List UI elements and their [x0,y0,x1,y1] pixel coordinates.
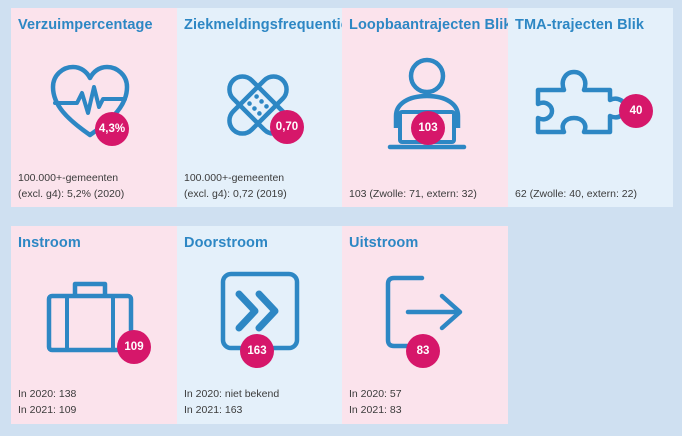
value-badge: 163 [240,334,274,368]
tile-note-line-2: (excl. g4): 5,2% (2020) [18,188,125,200]
value-badge: 83 [406,334,440,368]
tile-note-line-1: 100.000+-gemeenten [184,172,285,184]
tile-note-line-2: In 2021: 163 [184,404,243,416]
value-badge: 103 [411,111,445,145]
tile-note-line-1: 103 (Zwolle: 71, extern: 32) [349,188,477,200]
tile-title: Verzuimpercentage [18,17,153,33]
exit-arrow-icon [385,275,463,349]
briefcase-icon [46,281,134,353]
tile-note-line-1: In 2020: 57 [349,388,402,400]
tile-title: Ziekmeldingsfrequentie [184,17,349,33]
puzzle-piece-icon [535,69,629,135]
tile-title: TMA-trajecten Blik [515,17,645,33]
tile-loopbaantrajecten: Loopbaantrajecten Blik 103 103 (Zwolle: … [342,8,511,207]
value-badge: 0,70 [270,110,304,144]
tile-note-line-2: (excl. g4): 0,72 (2019) [184,188,287,200]
value-badge: 109 [117,330,151,364]
tile-title: Instroom [18,235,81,251]
tile-note-line-2: In 2021: 83 [349,404,402,416]
tile-instroom: Instroom 109 In 2020: 138 In 2021: 109 [11,226,177,424]
tile-note-line-2: In 2021: 109 [18,404,77,416]
tile-title: Uitstroom [349,235,419,251]
tile-tma-trajecten: TMA-trajecten Blik 40 62 (Zwolle: 40, ex… [508,8,673,207]
tile-note-line-1: 100.000+-gemeenten [18,172,119,184]
tile-title: Doorstroom [184,235,268,251]
tile-note-line-1: 62 (Zwolle: 40, extern: 22) [515,188,637,200]
tile-note-line-1: In 2020: 138 [18,388,77,400]
tile-title: Loopbaantrajecten Blik [349,17,512,33]
value-badge: 40 [619,94,653,128]
tile-note-line-1: In 2020: niet bekend [184,388,280,400]
tile-ziekmeldingsfrequentie: Ziekmeldingsfrequentie 0,70 100.000+-gem… [177,8,349,207]
heart-pulse-icon [50,64,130,138]
tile-uitstroom: Uitstroom 83 In 2020: 57 In 2021: 83 [342,226,508,424]
tile-doorstroom: Doorstroom 163 In 2020: niet bekend In 2… [177,226,342,424]
value-badge: 4,3% [95,112,129,146]
tile-verzuimpercentage: Verzuimpercentage 4,3% 100.000+-gemeente… [11,8,177,207]
